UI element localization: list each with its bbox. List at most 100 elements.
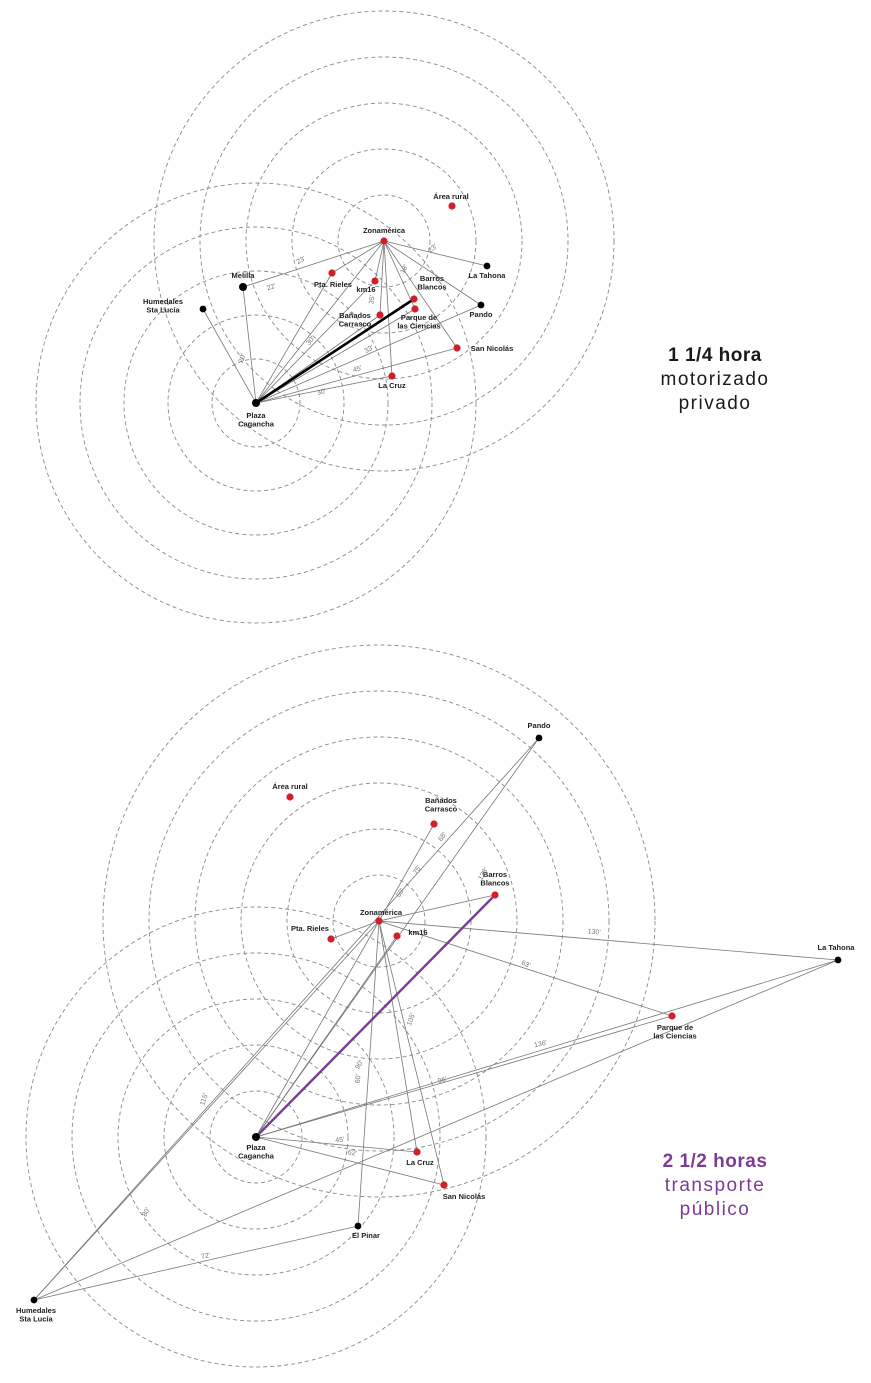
label-la-tahona: La Tahona [818, 943, 856, 952]
route-zonamerica-la_tahona [383, 240, 488, 267]
private-transport-caption: 1 1/4 hora motorizado privado [615, 344, 815, 415]
label-pta-rieles: Pta. Rieles [314, 280, 352, 289]
private-distance-7: 33' [364, 344, 375, 355]
private-transport-diagram: Zonamérica Área rural La Tahona Melilla Hume… [35, 10, 615, 624]
plaza-ring-3 [71, 952, 441, 1322]
node-la_cruz [413, 1148, 421, 1156]
zonamerica-ring-0 [337, 194, 431, 288]
node-la_tahona [483, 262, 491, 270]
plaza-ring-2 [117, 998, 395, 1276]
label-barros-blancos: Barros Blancos [480, 870, 509, 888]
private-caption-line2: privado [678, 392, 752, 414]
public-distance-9: 90' [354, 1059, 365, 1070]
public-distance-13: 80' [141, 1207, 152, 1218]
label-parque: Parque de las Ciencias [397, 313, 440, 331]
private-distance-6: 30' [316, 388, 327, 397]
zonamerica-ring-3 [199, 56, 569, 426]
route-humedales-la_tahona [33, 959, 839, 1301]
label-plaza: Plaza Cagancha [238, 1143, 275, 1161]
label-pando: Pando [528, 721, 551, 730]
route-plaza-parque [255, 1015, 673, 1138]
route-plaza-zonamerica [255, 920, 380, 1138]
route-zonamerica-san_nicolas [383, 240, 458, 349]
label-san-nicolas: San Nicolás [471, 344, 514, 353]
node-banados [430, 820, 438, 828]
node-km16 [371, 277, 379, 285]
zonamerica-ring-4 [148, 690, 610, 1152]
route-zonamerica-melilla [242, 240, 385, 288]
public-distance-11: 45' [335, 1137, 345, 1145]
label-pando: Pando [470, 310, 493, 319]
public-distance-2: 75' [412, 864, 423, 875]
route-zonamerica-pta_rieles [331, 240, 385, 274]
route-zonamerica-la_cruz [383, 240, 393, 377]
node-parque [668, 1012, 676, 1020]
plaza-ring-4 [35, 182, 477, 624]
route-zonamerica-banados [378, 823, 435, 922]
route-plaza-la_tahona [255, 959, 839, 1138]
public-distance-15: 60' [355, 1074, 363, 1084]
route-humedales-plaza [202, 308, 257, 404]
plaza-ring-0 [209, 1090, 303, 1184]
route-plaza-la_cruz [255, 375, 393, 404]
node-km16 [393, 932, 401, 940]
plaza-ring-1 [167, 314, 345, 492]
node-pando [535, 734, 543, 742]
label-la-cruz: La Cruz [406, 1158, 434, 1167]
zonamerica-ring-5 [102, 644, 656, 1198]
plaza-ring-3 [79, 226, 433, 580]
route-plaza-san_nicolas [255, 347, 458, 404]
public-distance-1: 68' [437, 831, 448, 842]
private-distance-2: 23' [427, 243, 438, 254]
node-zonamerica [380, 237, 388, 245]
zonamerica-ring-0 [332, 874, 426, 968]
node-san_nicolas [440, 1181, 448, 1189]
plaza-ring-2 [123, 270, 389, 536]
private-distance-3: 20' [238, 353, 248, 364]
zonamerica-ring-1 [291, 148, 477, 334]
route-zonamerica-parque [378, 920, 673, 1017]
zonamerica-ring-2 [245, 102, 523, 380]
route-plaza-pando [255, 304, 482, 404]
label-km16: km16 [356, 285, 375, 294]
route-plaza-san_nicolas [255, 1136, 445, 1186]
public-distance-3: 60' [395, 887, 406, 898]
private-distance-1: 22' [266, 283, 277, 293]
public-distance-6: 136' [534, 1040, 548, 1050]
route-melilla-plaza [242, 286, 257, 404]
public-caption-title: 2 1/2 horas [662, 1151, 768, 1172]
label-banados: Bañados Carrasco [339, 311, 372, 329]
private-distance-9: 18' [399, 264, 410, 275]
label-barros-blancos: Barros Blancos [417, 274, 446, 292]
public-distance-5: 63' [520, 960, 531, 970]
public-transport-caption: 2 1/2 horas transporte público [615, 1150, 815, 1221]
label-san-nicolas: San Nicolás [443, 1192, 486, 1201]
node-plaza [252, 399, 260, 407]
public-distance-4: 130' [587, 928, 601, 936]
label-pta-rieles: Pta. Rieles [291, 924, 329, 933]
public-distance-14: 72' [201, 1252, 211, 1260]
route-plaza-parque [255, 308, 416, 404]
label-km16: km16 [408, 928, 427, 937]
label-plaza: Plaza Cagancha [238, 411, 275, 429]
route-zonamerica-km16 [374, 240, 385, 282]
route-plaza-km16 [255, 935, 398, 1138]
route-zonamerica-pando [383, 240, 482, 306]
private-caption-title: 1 1/4 hora [668, 345, 762, 366]
node-la_cruz [388, 372, 396, 380]
node-melilla [239, 283, 247, 291]
plaza-ring-4 [25, 906, 487, 1368]
node-el_pinar [354, 1222, 362, 1230]
label-la-tahona: La Tahona [469, 271, 507, 280]
node-humedales [30, 1296, 38, 1304]
node-parque [411, 305, 419, 313]
zonamerica-ring-4 [153, 10, 615, 472]
route-zonamerica-pta_rieles [330, 920, 380, 940]
label-area-rural: Área rural [272, 782, 307, 791]
route-humedales-pando [33, 737, 540, 1301]
route-zonamerica-barros_blancos [378, 894, 496, 922]
highlight-route [255, 894, 496, 1138]
label-la-cruz: La Cruz [378, 381, 406, 390]
node-san_nicolas [453, 344, 461, 352]
label-area-rural: Área rural [433, 192, 468, 201]
